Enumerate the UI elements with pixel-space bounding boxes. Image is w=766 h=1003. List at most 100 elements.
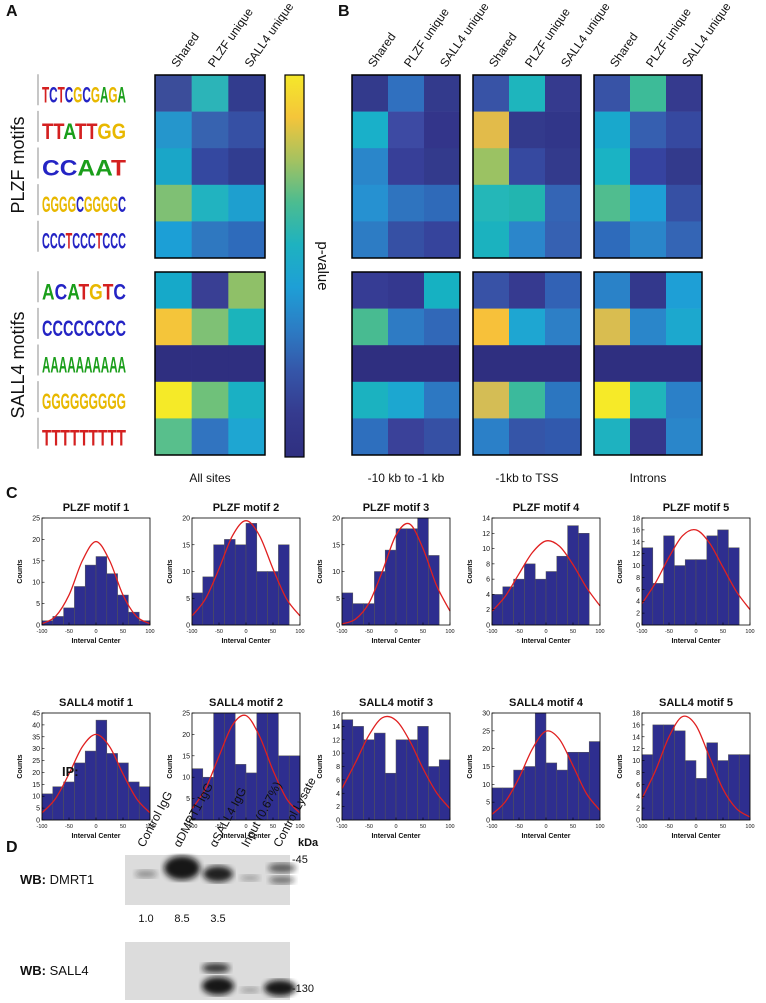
logo-letter: G <box>108 82 117 107</box>
x-tick-label: 0 <box>94 824 97 830</box>
logo-letter: G <box>101 192 110 217</box>
heatmap-border <box>351 271 461 456</box>
y-tick-label: 16 <box>632 722 640 729</box>
y-tick-label: 0 <box>636 818 640 825</box>
heatmap-cell <box>352 221 389 259</box>
x-tick-label: 0 <box>94 629 97 635</box>
bar <box>695 559 708 626</box>
quantification: 1.0 <box>138 913 153 925</box>
logo-letter: T <box>53 119 65 144</box>
x-tick-label: 100 <box>295 629 304 635</box>
x-tick-label: -50 <box>365 824 373 830</box>
x-tick-label: -100 <box>36 629 47 635</box>
heatmap-cell <box>630 221 667 259</box>
probe-label: WB: SALL4 <box>20 963 89 978</box>
x-tick-label: -50 <box>665 629 673 635</box>
y-tick-label: 6 <box>336 777 340 784</box>
x-tick-label: -100 <box>336 629 347 635</box>
x-tick-label: 0 <box>544 824 547 830</box>
bar <box>267 571 279 626</box>
bar <box>534 712 547 821</box>
bar <box>545 762 558 821</box>
y-tick-label: 20 <box>482 746 490 753</box>
fit-curve <box>191 714 301 814</box>
heatmap-cell <box>666 184 703 222</box>
bar <box>524 766 536 821</box>
quantification: 8.5 <box>174 913 189 925</box>
panel-label: D <box>6 839 18 856</box>
heatmap-cell <box>352 345 389 383</box>
chart-title: SALL4 motif 4 <box>509 697 584 709</box>
heatmap-cell <box>509 345 546 383</box>
bar <box>384 549 397 626</box>
heatmap-cell <box>545 381 582 419</box>
y-tick-label: 15 <box>332 542 340 549</box>
y-tick-label: 14 <box>482 516 490 523</box>
map-label: -10 kb to -1 kb <box>368 471 445 485</box>
heatmap-cell <box>630 308 667 346</box>
fit-curve <box>491 730 601 815</box>
heatmap-cell <box>666 381 703 419</box>
logo-letter: T <box>86 119 98 144</box>
y-axis-label: Counts <box>167 559 174 583</box>
band <box>202 963 230 973</box>
logo-letter: C <box>105 316 116 341</box>
x-tick-label: -100 <box>186 629 197 635</box>
y-tick-label: 15 <box>182 542 190 549</box>
row-group-label: SALL4 motifs <box>8 311 28 418</box>
logo-letter: A <box>109 353 117 378</box>
logo-letter: C <box>116 316 127 341</box>
y-axis-label: Counts <box>167 754 174 778</box>
y-tick-label: 0 <box>336 623 340 630</box>
heatmap-cell <box>509 221 546 259</box>
heatmap-cell <box>509 184 546 222</box>
y-axis-label: Counts <box>467 754 474 778</box>
x-tick-label: 50 <box>270 824 276 830</box>
heatmap-cell <box>228 308 266 346</box>
heatmap-cell <box>473 418 510 456</box>
heatmap-cell <box>191 111 229 149</box>
logo-letter: C <box>42 156 60 181</box>
bar <box>674 730 686 821</box>
heatmap-cell <box>228 418 266 456</box>
x-tick-label: 0 <box>694 824 697 830</box>
heatmap-cell <box>509 308 546 346</box>
x-axis-label: Interval Center <box>371 638 420 645</box>
heatmap-cell <box>509 111 546 149</box>
y-tick-label: 16 <box>632 527 640 534</box>
heatmap-cell <box>509 75 546 112</box>
logo-letter: C <box>58 229 66 254</box>
y-tick-label: 10 <box>482 546 490 553</box>
heatmap-cell <box>630 381 667 419</box>
logo-letter: T <box>42 119 54 144</box>
x-tick-label: 50 <box>270 629 276 635</box>
heatmap-cell <box>424 308 461 346</box>
logo-letter: T <box>42 82 49 107</box>
quantification: 3.5 <box>210 913 225 925</box>
y-tick-label: 20 <box>332 516 340 523</box>
bar <box>674 565 686 626</box>
x-tick-label: -50 <box>365 629 373 635</box>
heatmap-cell <box>155 221 192 259</box>
motif-logo: GGGGCGGGGC <box>42 192 126 217</box>
bar <box>684 559 697 626</box>
motif-logo: TCTCGCGAGA <box>42 82 126 107</box>
y-tick-label: 8 <box>486 561 490 568</box>
logo-letter: G <box>89 389 98 414</box>
x-axis-label: Interval Center <box>221 833 270 840</box>
heatmap-cell <box>545 221 582 259</box>
x-tick-label: -100 <box>186 824 197 830</box>
y-tick-label: 8 <box>336 764 340 771</box>
logo-letter: C <box>55 279 68 304</box>
y-tick-label: 20 <box>182 732 190 739</box>
heatmap-cell <box>155 308 192 346</box>
heatmap-cell <box>191 381 229 419</box>
y-tick-label: 45 <box>32 711 40 718</box>
logo-letter: C <box>118 229 126 254</box>
heatmap-cell <box>473 148 510 186</box>
bar <box>491 787 504 821</box>
heatmap-cell <box>352 148 389 186</box>
heatmap-cell <box>545 75 582 112</box>
y-tick-label: 5 <box>486 800 490 807</box>
